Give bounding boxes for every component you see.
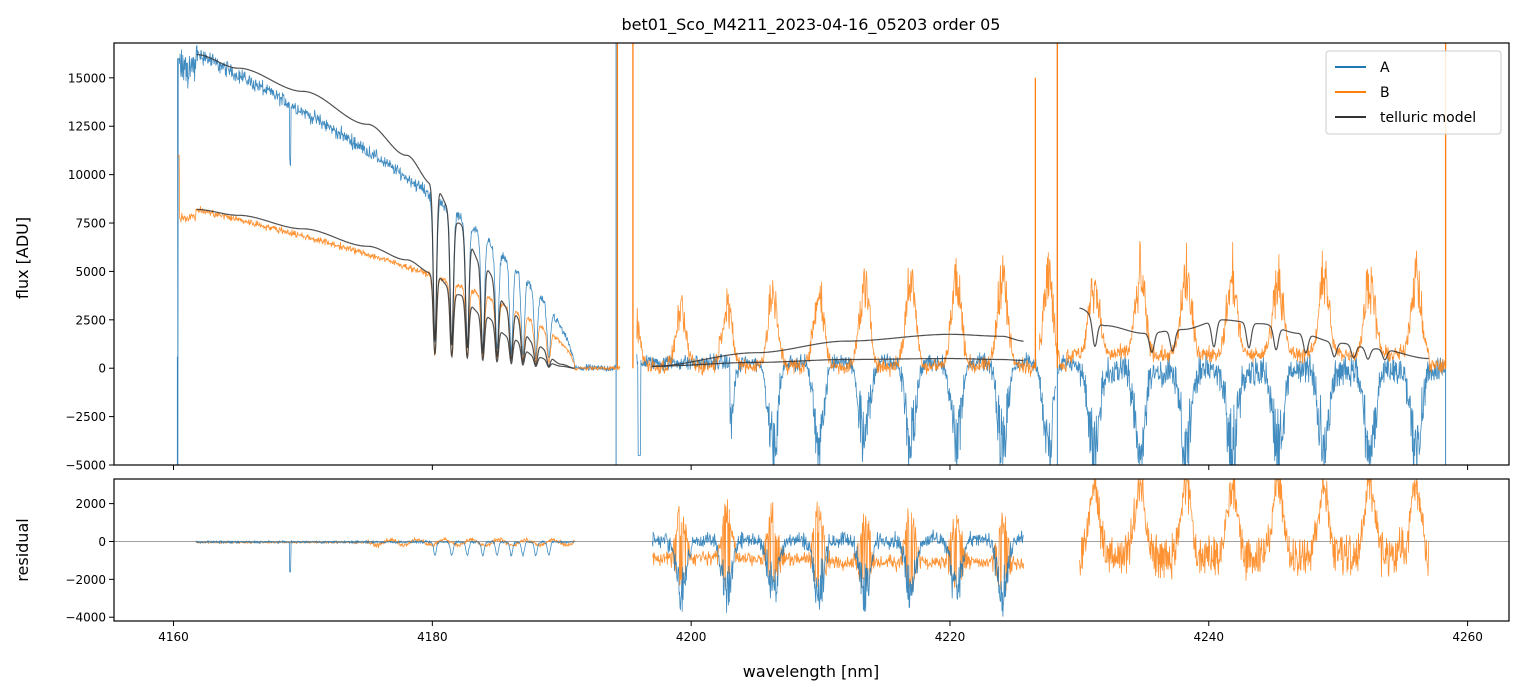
y-tick-label: 5000	[75, 265, 106, 279]
bottom-plot-area	[114, 479, 1509, 617]
x-tick-label: 4160	[158, 630, 189, 644]
telluric-model-line-1	[196, 208, 575, 369]
x-axis-label: wavelength [nm]	[743, 662, 880, 681]
legend-frame	[1325, 50, 1502, 135]
y-tick-label: −4000	[65, 611, 106, 625]
telluric-model-line-2	[652, 333, 1024, 367]
legend-label-telluric-model: telluric model	[1380, 110, 1476, 126]
y-tick-label: 2500	[75, 313, 106, 327]
legend: A B telluric model	[1325, 50, 1502, 135]
top-panel: −5000 −2500 0 2500 5000 7500 10000 12500 15000 f…	[13, 42, 1510, 473]
bottom-x-axis: 4160 4180 4200 4220 4240 4260	[158, 621, 1483, 644]
x-tick-label: 4220	[935, 630, 966, 644]
top-y-axis-label: flux [ADU]	[13, 217, 32, 299]
residual-b-part2	[652, 499, 1025, 591]
y-tick-label: 12500	[68, 120, 106, 134]
y-tick-label: 0	[98, 535, 106, 549]
chart-title: bet01_Sco_M4211_2023-04-16_05203 order 0…	[622, 15, 1001, 35]
y-tick-label: 10000	[68, 168, 106, 182]
telluric-model-line-3	[652, 357, 1024, 367]
y-tick-label: 7500	[75, 217, 106, 231]
residual-a-part1	[195, 539, 575, 573]
legend-label-a: A	[1380, 60, 1390, 76]
residual-b-part3	[1079, 479, 1429, 581]
y-tick-label: 2000	[75, 497, 106, 511]
series-b-line-part2	[636, 240, 1446, 378]
top-x-axis	[173, 465, 1469, 470]
y-tick-label: −2500	[65, 410, 106, 424]
y-tick-label: −2000	[65, 573, 106, 587]
top-y-axis: −5000 −2500 0 2500 5000 7500 10000 12500 15000	[65, 71, 114, 473]
y-tick-label: 15000	[68, 71, 106, 85]
axes-frame	[113, 42, 1510, 466]
series-a-line-part1	[177, 44, 617, 465]
x-tick-label: 4200	[676, 630, 707, 644]
series-b-line-part1	[177, 154, 621, 372]
telluric-model-line-0	[196, 54, 575, 369]
residual-a-part2	[651, 529, 1024, 617]
bottom-axes-frame	[113, 478, 1510, 622]
telluric-model-line-4	[1079, 307, 1429, 361]
y-tick-label: 0	[98, 362, 106, 376]
x-tick-label: 4260	[1452, 630, 1483, 644]
legend-label-b: B	[1380, 85, 1390, 101]
top-axes-frame	[113, 42, 1510, 466]
axes-frame	[113, 478, 1510, 622]
bottom-panel: −4000 −2000 0 2000 4160 4180 4200 4220 4240 4260…	[13, 478, 1510, 644]
bottom-y-axis: −4000 −2000 0 2000	[65, 497, 114, 625]
x-tick-label: 4180	[417, 630, 448, 644]
bottom-y-axis-label: residual	[13, 518, 32, 581]
y-tick-label: −5000	[65, 459, 106, 473]
x-tick-label: 4240	[1194, 630, 1225, 644]
